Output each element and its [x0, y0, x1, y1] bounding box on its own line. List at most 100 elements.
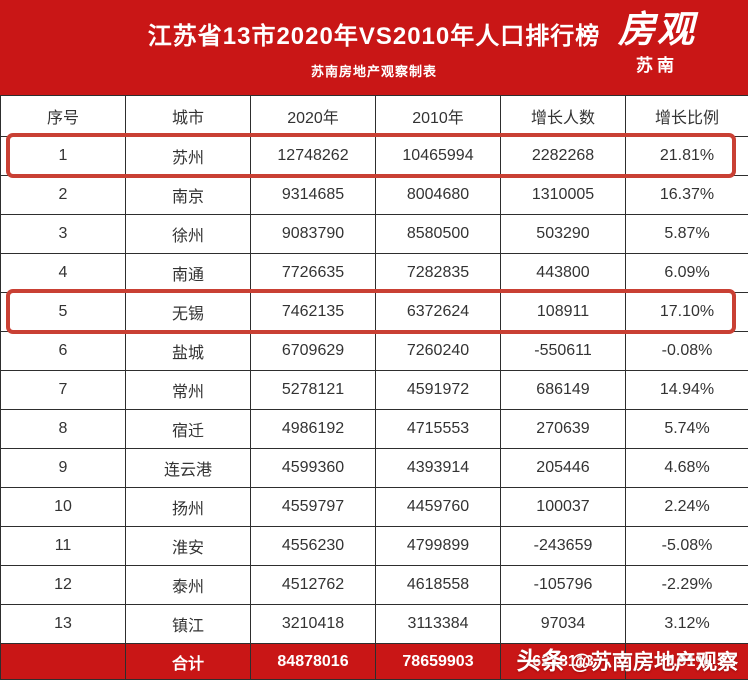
table-cell: 4599360	[250, 448, 376, 488]
table-cell: 淮安	[125, 526, 251, 566]
table-cell: 9	[0, 448, 126, 488]
table-row: 2 南京 9314685 8004680 1310005 16.37%	[0, 175, 748, 215]
table-cell: 7726635	[250, 253, 376, 293]
column-header: 2020年	[250, 95, 376, 137]
table-cell: 宿迁	[125, 409, 251, 449]
table-cell: 4	[0, 253, 126, 293]
table-cell: 10	[0, 487, 126, 527]
table-cell: 1	[0, 136, 126, 176]
table-cell: 6372624	[375, 292, 501, 332]
population-table-wrap: 序号 城市 2020年 2010年 增长人数 增长比例 1 苏州 12748262 104659…	[0, 95, 748, 680]
table-cell: 686149	[500, 370, 626, 410]
table-cell: -0.08%	[625, 331, 748, 371]
table-cell: 南通	[125, 253, 251, 293]
table-cell: 4.68%	[625, 448, 748, 488]
brand-logo-main-text: 房观	[618, 7, 696, 51]
table-cell: -105796	[500, 565, 626, 605]
table-row: 11 淮安 4556230 4799899 -243659 -5.08%	[0, 526, 748, 566]
table-cell: -5.08%	[625, 526, 748, 566]
table-cell: 1310005	[500, 175, 626, 215]
table-cell: 7	[0, 370, 126, 410]
column-header: 城市	[125, 95, 251, 137]
total-cell: 84878016	[250, 643, 376, 680]
table-cell: 4715553	[375, 409, 501, 449]
total-cell: 6218113	[500, 643, 626, 680]
table-cell: 17.10%	[625, 292, 748, 332]
table-cell: 7260240	[375, 331, 501, 371]
table-cell: 4986192	[250, 409, 376, 449]
table-cell: 9083790	[250, 214, 376, 254]
table-row: 13 镇江 3210418 3113384 97034 3.12%	[0, 604, 748, 644]
table-cell: 常州	[125, 370, 251, 410]
banner-title-block: 江苏省13市2020年VS2010年人口排行榜 苏南房地产观察制表	[0, 22, 748, 80]
table-cell: 2282268	[500, 136, 626, 176]
page-title: 江苏省13市2020年VS2010年人口排行榜	[147, 23, 601, 50]
table-cell: 4556230	[250, 526, 376, 566]
table-cell: 205446	[500, 448, 626, 488]
table-cell: -2.29%	[625, 565, 748, 605]
table-cell: 3113384	[375, 604, 501, 644]
table-cell: 11	[0, 526, 126, 566]
table-cell: 4591972	[375, 370, 501, 410]
table-cell: 徐州	[125, 214, 251, 254]
table-cell: 镇江	[125, 604, 251, 644]
table-cell: 503290	[500, 214, 626, 254]
table-cell: 5.87%	[625, 214, 748, 254]
table-cell: 盐城	[125, 331, 251, 371]
table-cell: 4559797	[250, 487, 376, 527]
table-total-row: 合计 84878016 78659903 6218113 7.91%	[0, 643, 748, 680]
table-row: 9 连云港 4599360 4393914 205446 4.68%	[0, 448, 748, 488]
table-cell: 10465994	[375, 136, 501, 176]
population-ranking-table: 序号 城市 2020年 2010年 增长人数 增长比例 1 苏州 12748262 104659…	[0, 95, 748, 680]
table-cell: 3.12%	[625, 604, 748, 644]
column-header: 2010年	[375, 95, 501, 137]
table-cell: 南京	[125, 175, 251, 215]
brand-logo: 房观 苏南	[618, 8, 696, 76]
table-body: 1 苏州 12748262 10465994 2282268 21.81% 2 南京 93146…	[0, 136, 748, 644]
table-header-row: 序号 城市 2020年 2010年 增长人数 增长比例	[0, 95, 748, 137]
table-cell: 270639	[500, 409, 626, 449]
table-cell: 5278121	[250, 370, 376, 410]
page-subtitle: 苏南房地产观察制表	[310, 64, 437, 79]
table-row: 10 扬州 4559797 4459760 100037 2.24%	[0, 487, 748, 527]
table-cell: 6.09%	[625, 253, 748, 293]
table-cell: 14.94%	[625, 370, 748, 410]
table-cell: 泰州	[125, 565, 251, 605]
table-cell: 2	[0, 175, 126, 215]
table-cell: 12748262	[250, 136, 376, 176]
table-cell: 108911	[500, 292, 626, 332]
header-banner: 江苏省13市2020年VS2010年人口排行榜 苏南房地产观察制表 房观 苏南	[0, 0, 748, 95]
table-row: 4 南通 7726635 7282835 443800 6.09%	[0, 253, 748, 293]
column-header: 增长人数	[500, 95, 626, 137]
table-row: 5 无锡 7462135 6372624 108911 17.10%	[0, 292, 748, 332]
table-cell: -550611	[500, 331, 626, 371]
total-cell: 78659903	[375, 643, 501, 680]
table-cell: 8	[0, 409, 126, 449]
table-cell: 9314685	[250, 175, 376, 215]
total-cell: 合计	[125, 643, 251, 680]
table-cell: 8580500	[375, 214, 501, 254]
table-cell: 3	[0, 214, 126, 254]
table-cell: 443800	[500, 253, 626, 293]
table-cell: 3210418	[250, 604, 376, 644]
table-cell: 7282835	[375, 253, 501, 293]
brand-logo-sub-text: 苏南	[636, 56, 678, 75]
table-row: 7 常州 5278121 4591972 686149 14.94%	[0, 370, 748, 410]
table-cell: 16.37%	[625, 175, 748, 215]
table-cell: 6	[0, 331, 126, 371]
table-row: 3 徐州 9083790 8580500 503290 5.87%	[0, 214, 748, 254]
table-cell: 连云港	[125, 448, 251, 488]
table-cell: 4393914	[375, 448, 501, 488]
column-header: 序号	[0, 95, 126, 137]
table-cell: 4618558	[375, 565, 501, 605]
table-cell: 苏州	[125, 136, 251, 176]
table-cell: 100037	[500, 487, 626, 527]
table-cell: 扬州	[125, 487, 251, 527]
table-row: 12 泰州 4512762 4618558 -105796 -2.29%	[0, 565, 748, 605]
table-cell: 4459760	[375, 487, 501, 527]
table-cell: 7462135	[250, 292, 376, 332]
column-header: 增长比例	[625, 95, 748, 137]
total-cell	[0, 643, 126, 680]
table-row: 8 宿迁 4986192 4715553 270639 5.74%	[0, 409, 748, 449]
